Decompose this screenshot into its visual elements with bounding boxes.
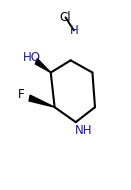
Text: F: F [18,89,25,101]
Polygon shape [35,59,51,73]
Text: H: H [70,24,79,37]
Text: NH: NH [75,124,93,137]
Text: HO: HO [23,51,40,64]
Text: Cl: Cl [59,11,71,24]
Polygon shape [29,95,55,107]
